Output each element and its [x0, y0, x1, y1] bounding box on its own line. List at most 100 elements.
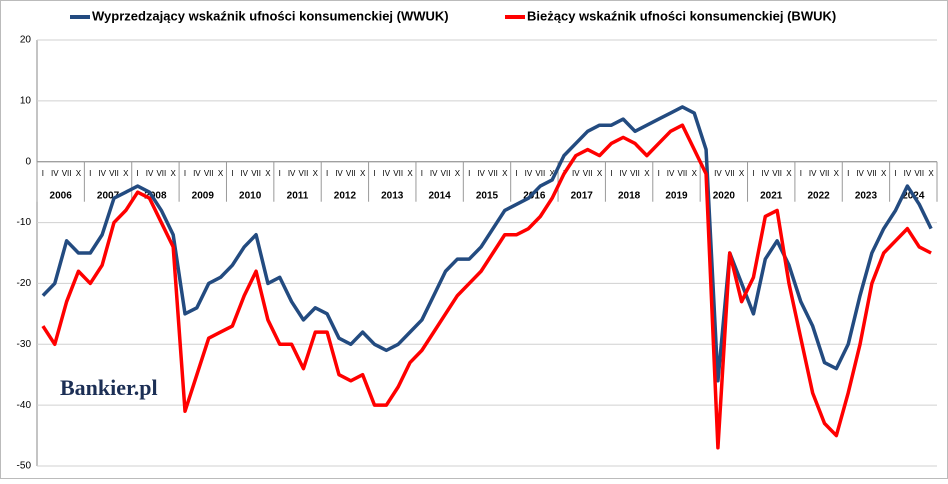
year-label: 2006	[50, 190, 73, 201]
x-tick-label: X	[597, 169, 603, 178]
x-tick-label: X	[644, 169, 650, 178]
x-tick-label: X	[360, 169, 366, 178]
x-tick-label: X	[407, 169, 413, 178]
x-tick-label: I	[326, 169, 328, 178]
year-label: 2015	[476, 190, 499, 201]
year-label: 2013	[381, 190, 404, 201]
x-tick-label: I	[231, 169, 233, 178]
x-tick-label: I	[515, 169, 517, 178]
x-tick-label: X	[123, 169, 129, 178]
y-tick-label: -20	[17, 278, 32, 289]
year-label: 2018	[618, 190, 641, 201]
year-label: 2012	[334, 190, 357, 201]
x-tick-label: I	[279, 169, 281, 178]
x-tick-label: VII	[678, 169, 688, 178]
x-tick-label: IV	[51, 169, 59, 178]
x-tick-label: IV	[904, 169, 912, 178]
x-tick-label: X	[786, 169, 792, 178]
x-tick-label: IV	[288, 169, 296, 178]
x-tick-label: VII	[393, 169, 403, 178]
x-tick-label: IV	[667, 169, 675, 178]
x-tick-label: VII	[867, 169, 877, 178]
x-tick-label: X	[739, 169, 745, 178]
year-label: 2010	[239, 190, 262, 201]
x-tick-label: I	[42, 169, 44, 178]
x-tick-label: X	[549, 169, 555, 178]
x-tick-label: VII	[725, 169, 735, 178]
x-tick-label: X	[928, 169, 934, 178]
x-tick-label: I	[184, 169, 186, 178]
x-tick-label: VII	[62, 169, 72, 178]
y-tick-label: 0	[25, 156, 31, 167]
x-tick-label: VII	[820, 169, 830, 178]
x-tick-label: IV	[477, 169, 485, 178]
x-tick-label: IV	[98, 169, 106, 178]
x-tick-label: IV	[714, 169, 722, 178]
x-tick-label: IV	[383, 169, 391, 178]
x-tick-label: VII	[156, 169, 166, 178]
x-tick-label: VII	[441, 169, 451, 178]
x-tick-label: X	[881, 169, 887, 178]
x-tick-label: VII	[772, 169, 782, 178]
year-label: 2022	[807, 190, 830, 201]
year-label: 2009	[192, 190, 215, 201]
x-tick-label: I	[658, 169, 660, 178]
x-tick-label: I	[468, 169, 470, 178]
x-tick-label: X	[455, 169, 461, 178]
x-tick-label: I	[137, 169, 139, 178]
x-tick-label: VII	[488, 169, 498, 178]
x-tick-label: VII	[346, 169, 356, 178]
year-label: 2019	[665, 190, 688, 201]
series-line	[41, 123, 932, 450]
y-tick-label: -30	[17, 339, 32, 350]
x-tick-label: X	[265, 169, 271, 178]
x-tick-label: VII	[204, 169, 214, 178]
x-tick-label: IV	[430, 169, 438, 178]
legend-label: Bieżący wskaźnik ufności konsumenckiej (…	[527, 8, 836, 23]
x-tick-label: X	[502, 169, 508, 178]
x-tick-label: VII	[299, 169, 309, 178]
y-tick-label: 20	[20, 35, 32, 46]
x-tick-label: IV	[856, 169, 864, 178]
x-tick-label: IV	[335, 169, 343, 178]
x-tick-label: X	[692, 169, 698, 178]
x-tick-label: VII	[914, 169, 924, 178]
year-label: 2017	[571, 190, 594, 201]
y-tick-label: -50	[17, 461, 32, 472]
x-tick-label: IV	[809, 169, 817, 178]
x-tick-label: I	[847, 169, 849, 178]
x-tick-label: IV	[619, 169, 627, 178]
x-tick-label: IV	[240, 169, 248, 178]
y-tick-label: -10	[17, 217, 32, 228]
x-tick-label: I	[610, 169, 612, 178]
x-tick-label: X	[76, 169, 82, 178]
y-tick-label: 10	[20, 95, 32, 106]
year-label: 2014	[429, 190, 452, 201]
x-tick-label: IV	[146, 169, 154, 178]
year-label: 2023	[855, 190, 878, 201]
x-tick-label: X	[171, 169, 177, 178]
year-label: 2007	[97, 190, 120, 201]
x-tick-label: I	[421, 169, 423, 178]
x-tick-label: VII	[583, 169, 593, 178]
x-tick-label: X	[834, 169, 840, 178]
x-tick-label: I	[373, 169, 375, 178]
x-tick-label: IV	[762, 169, 770, 178]
x-tick-label: I	[89, 169, 91, 178]
year-label: 2016	[523, 190, 546, 201]
year-label: 2008	[144, 190, 167, 201]
year-label: 2021	[760, 190, 783, 201]
x-tick-label: X	[218, 169, 224, 178]
x-tick-label: VII	[251, 169, 261, 178]
x-tick-label: VII	[535, 169, 545, 178]
x-tick-label: VII	[630, 169, 640, 178]
legend-label: Wyprzedzający wskaźnik ufności konsumenc…	[92, 8, 449, 23]
year-label: 2020	[713, 190, 736, 201]
x-tick-label: IV	[525, 169, 533, 178]
x-tick-label: I	[752, 169, 754, 178]
x-tick-label: I	[894, 169, 896, 178]
y-tick-label: -40	[17, 400, 32, 411]
watermark: Bankier.pl	[60, 375, 158, 400]
